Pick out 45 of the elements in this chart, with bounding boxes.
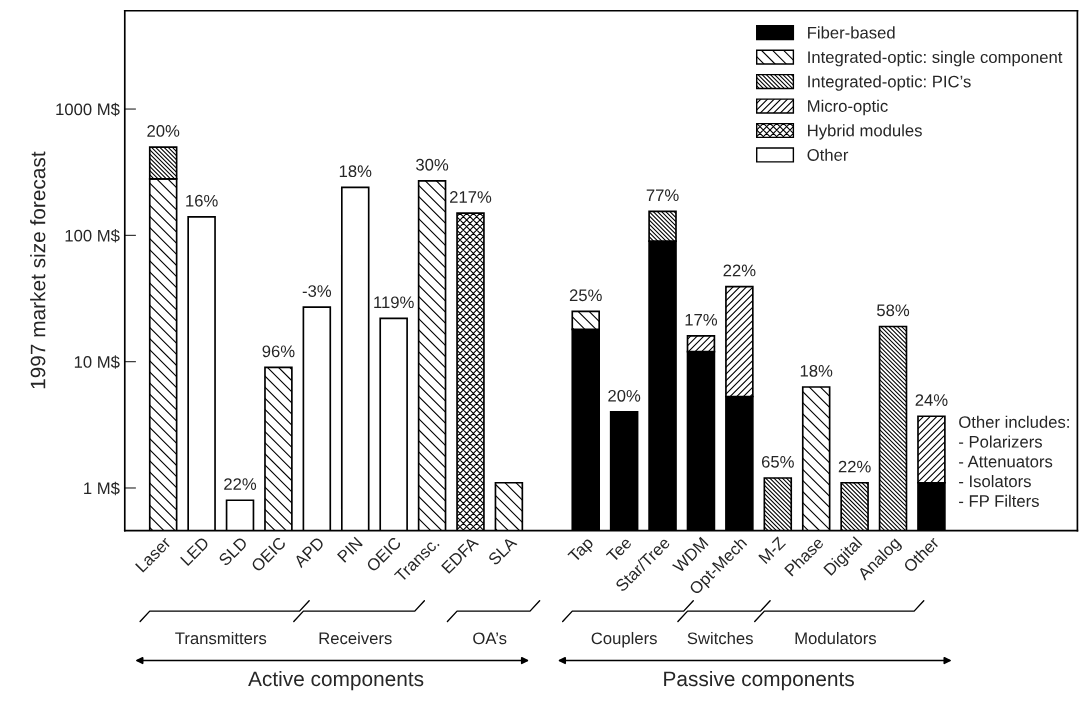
text: Modulators [795, 631, 877, 645]
text: Passive components [664, 670, 854, 691]
x-tick-label: PIN [337, 536, 363, 563]
text: 16% [186, 194, 218, 207]
text: 22% [838, 460, 871, 473]
text: 24% [915, 394, 948, 406]
legend-label: Fiber-based [808, 26, 895, 39]
y-tick-label: 10 M$ [74, 355, 120, 369]
legend-label: Integrated-optic: single component [808, 50, 1063, 67]
x-tick-label: SLD [217, 536, 249, 567]
legend-label: Other [807, 148, 849, 161]
x-tick-label: LED [180, 536, 210, 566]
text: 77% [646, 189, 679, 202]
text: 18% [339, 165, 372, 178]
text: 22% [224, 478, 257, 490]
text: -3% [302, 285, 332, 297]
text: Transmitters [175, 631, 267, 645]
text: Switches [687, 631, 753, 645]
legend-label: Hybrid modules [808, 124, 922, 140]
text: 22% [723, 264, 756, 277]
text: Couplers [591, 631, 657, 648]
text: 18% [800, 364, 833, 377]
text: 96% [262, 345, 295, 358]
legend-label: Integrated-optic: PIC’s [808, 75, 971, 91]
legend-label: Micro-optic [808, 99, 888, 116]
text: 119% [374, 296, 414, 309]
text: Receivers [319, 631, 392, 645]
x-tick-label: Tap [567, 536, 597, 566]
y-axis-title: 1997 market size forecast [30, 151, 46, 389]
text: 65% [761, 455, 794, 468]
text: 20% [147, 125, 180, 137]
text: Other includes: - Polarizers - Attenuators - Isolators - FP Filters [959, 415, 1069, 507]
text: OA’s [473, 632, 507, 645]
text: 20% [608, 389, 641, 402]
text: 25% [569, 289, 602, 302]
y-tick-label: 1 M$ [84, 481, 120, 496]
text: Active components [248, 670, 424, 691]
x-tick-label: SLA [487, 535, 518, 566]
text: 217% [450, 191, 492, 203]
y-tick-label: 100 M$ [65, 229, 120, 243]
x-tick-label: M-Z [758, 536, 786, 564]
y-tick-label: 1000 M$ [56, 102, 120, 117]
text: 58% [877, 304, 910, 317]
text: 17% [685, 313, 718, 326]
text: 30% [416, 158, 449, 171]
